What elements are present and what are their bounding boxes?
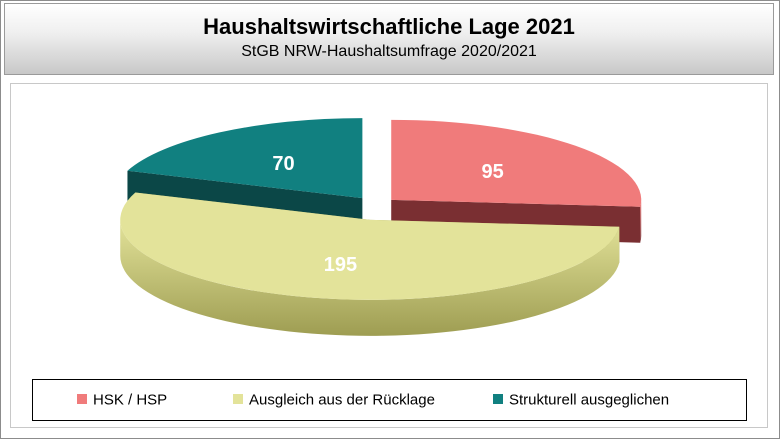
data-label-hsk: 95	[481, 161, 503, 183]
legend-item-strukturell: Strukturell ausgeglichen	[493, 391, 669, 409]
chart-subtitle: StGB NRW-Haushaltsumfrage 2020/2021	[241, 43, 537, 60]
legend-label-strukturell: Strukturell ausgeglichen	[509, 391, 670, 409]
legend-swatch-ruecklage	[233, 394, 243, 405]
chart-header: Haushaltswirtschaftliche Lage 2021 StGB …	[4, 3, 774, 75]
data-label-ruecklage: 195	[324, 254, 357, 276]
slice-side-ruecklage	[120, 219, 620, 336]
slice-top-hsk	[391, 119, 642, 207]
legend-label-hsk: HSK / HSP	[93, 391, 168, 409]
legend-item-ruecklage: Ausgleich aus der Rücklage	[233, 391, 435, 409]
slice-top-strukturell	[127, 118, 363, 199]
legend-label-ruecklage: Ausgleich aus der Rücklage	[249, 391, 435, 409]
pie-slice-ruecklage	[120, 192, 620, 336]
data-label-strukturell: 70	[272, 153, 294, 175]
slice-top-ruecklage	[120, 192, 620, 300]
legend-item-hsk: HSK / HSP	[77, 391, 167, 409]
legend-swatch-strukturell	[493, 394, 503, 405]
slice-side-hsk	[640, 199, 642, 243]
chart-legend: HSK / HSP Ausgleich aus der Rücklage Str…	[32, 379, 747, 421]
legend-swatch-hsk	[77, 394, 87, 405]
chart-title: Haushaltswirtschaftliche Lage 2021	[203, 14, 575, 39]
